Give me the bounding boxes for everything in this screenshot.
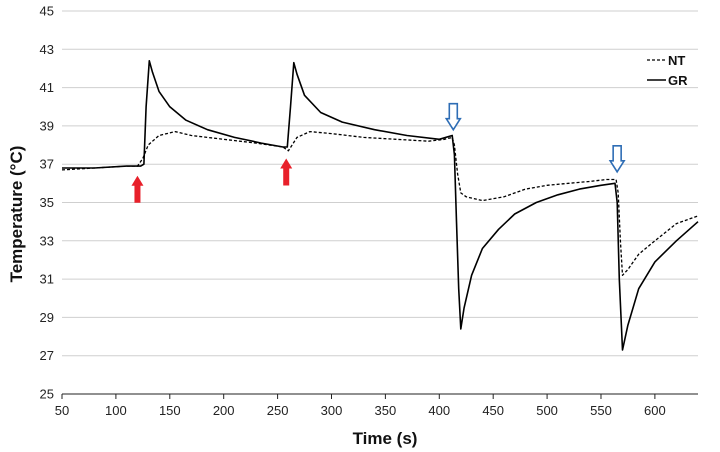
- grid-lines: [62, 10, 698, 395]
- series-lines: [61, 60, 699, 351]
- x-tick-label: 450: [482, 403, 504, 418]
- x-axis-title: Time (s): [353, 429, 418, 448]
- y-tick-label: 41: [40, 80, 54, 95]
- y-tick-label: 39: [40, 118, 54, 133]
- series-line-gr: [62, 60, 699, 351]
- x-tick-label: 250: [267, 403, 289, 418]
- heating-arrow-icon: [280, 158, 293, 186]
- x-tick-label: 200: [213, 403, 235, 418]
- x-tick-label: 300: [321, 403, 343, 418]
- y-tick-label: 29: [40, 310, 54, 325]
- cooling-arrow-icon: [444, 102, 462, 132]
- y-tick-label: 43: [40, 42, 54, 57]
- x-tick-label: 600: [644, 403, 666, 418]
- y-tick-label: 27: [40, 348, 54, 363]
- x-tick-label: 400: [428, 403, 450, 418]
- x-tick-label: 50: [55, 403, 69, 418]
- x-tick-label: 550: [590, 403, 612, 418]
- x-tick-label: 500: [536, 403, 558, 418]
- y-tick-label: 37: [40, 157, 54, 172]
- legend: NT GR: [647, 53, 688, 88]
- heating-arrow-icon: [131, 175, 144, 203]
- annotation-arrows: [131, 102, 626, 203]
- y-axis-ticks: 25 27 29 31 33 35 37 39 41 43 45: [40, 4, 54, 402]
- y-tick-label: 33: [40, 233, 54, 248]
- cooling-arrow-icon: [608, 145, 626, 174]
- x-tick-label: 350: [375, 403, 397, 418]
- legend-nt-label: NT: [668, 53, 685, 68]
- x-tick-label: 100: [105, 403, 127, 418]
- legend-gr-label: GR: [668, 73, 688, 88]
- y-axis-title: Temperature (°C): [7, 146, 26, 283]
- y-tick-label: 25: [40, 387, 54, 402]
- series-line-nt: [61, 130, 699, 276]
- x-tick-label: 150: [159, 403, 181, 418]
- y-tick-label: 35: [40, 195, 54, 210]
- y-tick-label: 45: [40, 4, 54, 19]
- y-tick-label: 31: [40, 272, 54, 287]
- x-axis-ticks: 50 100 150 200 250 300 350 400 450 500 550 600: [55, 394, 666, 418]
